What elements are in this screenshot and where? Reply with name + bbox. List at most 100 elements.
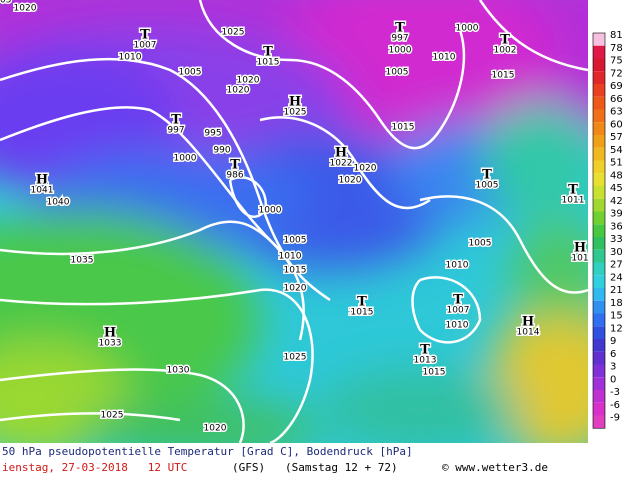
isobar-label: 1015 <box>423 368 446 378</box>
colorbar-label: 18 <box>610 298 623 309</box>
pressure-center-value: 1011 <box>562 196 585 206</box>
colorbar-swatch <box>593 415 605 429</box>
colorbar-swatch <box>593 262 605 276</box>
pressure-center-symbol: T <box>230 158 240 173</box>
colorbar-swatch <box>593 326 605 339</box>
colorbar-label: 24 <box>610 272 623 283</box>
isobar-label: 1000 <box>259 206 282 216</box>
isobar-label: 1040 <box>47 198 70 208</box>
colorbar-label: 51 <box>610 158 623 169</box>
pressure-center-value: 997 <box>167 126 184 136</box>
isobar-label: 1025 <box>284 353 307 363</box>
colorbar-label: 63 <box>610 107 623 118</box>
pressure-center-value: 1013 <box>414 356 437 366</box>
footer-source: © www.wetter3.de <box>442 461 548 474</box>
footer-title: 50 hPa pseudopotentielle Temperatur [Gra… <box>2 445 413 458</box>
pressure-center-symbol: T <box>140 28 150 43</box>
colorbar-label: 36 <box>610 221 623 232</box>
colorbar-label: 72 <box>610 68 623 79</box>
colorbar-swatch <box>593 339 605 352</box>
colorbar-swatch <box>593 33 605 46</box>
colorbar-swatch <box>593 186 605 199</box>
pressure-center-symbol: H <box>36 173 48 188</box>
colorbar-label: 45 <box>610 183 623 194</box>
isobar-label: 1020 <box>284 284 307 294</box>
colorbar-label: 12 <box>610 323 623 334</box>
colorbar-swatch <box>593 224 605 237</box>
pressure-center-symbol: T <box>568 183 578 198</box>
colorbar-label: 39 <box>610 209 623 220</box>
isobar-label: 1025 <box>222 28 245 38</box>
isobar-label: 1020 <box>227 86 250 96</box>
footer-background <box>0 443 640 480</box>
pressure-center-value: 997 <box>391 34 408 44</box>
isobar-label: 1005 <box>469 239 492 249</box>
map-labels: 1020101010051025102010209959901000100010… <box>0 0 590 435</box>
colorbar-swatch <box>593 364 605 378</box>
colorbar-swatch <box>593 402 605 416</box>
pressure-center-value: 1005 <box>476 181 499 191</box>
isobar-label: 1000 <box>456 24 479 34</box>
pressure-center-symbol: H <box>522 315 534 330</box>
isobar-label: 995 <box>204 129 221 139</box>
footer-model: (GFS) <box>232 461 265 474</box>
colorbar-label: 48 <box>610 170 623 181</box>
colorbar-swatch <box>593 237 605 250</box>
colorbar-swatch <box>593 173 605 186</box>
isobar-label: 1020 <box>339 176 362 186</box>
pressure-center-symbol: T <box>482 168 492 183</box>
pressure-center-symbol: H <box>104 326 116 341</box>
pressure-center-value: 1002 <box>494 46 517 56</box>
pressure-center-symbol: H <box>335 146 347 161</box>
isobar-label: 1000 <box>174 154 197 164</box>
isobar-label: 1025 <box>101 411 124 421</box>
colorbar-label: 57 <box>610 132 623 143</box>
colorbar: 8178757269666360575451484542393633302724… <box>592 30 623 429</box>
colorbar-label: 6 <box>610 349 616 360</box>
colorbar-swatch <box>593 313 605 327</box>
isobar-label: 1020 <box>204 424 227 434</box>
pressure-center-value: 1015 <box>257 58 280 68</box>
colorbar-label: -3 <box>610 387 620 398</box>
pressure-center-symbol: T <box>420 343 430 358</box>
isobar-label: 1020 <box>354 164 377 174</box>
colorbar-label: 60 <box>610 119 623 130</box>
colorbar-label: 15 <box>610 311 623 322</box>
colorbar-swatch <box>593 160 605 174</box>
colorbar-swatch <box>593 390 605 403</box>
isobar-label: 1015 <box>284 266 307 276</box>
isobar-label: 1020 <box>237 76 260 86</box>
colorbar-label: 81 <box>610 30 623 41</box>
isobar-label: 1010 <box>349 308 372 318</box>
colorbar-label: 3 <box>610 362 616 373</box>
pressure-center-value: 1041 <box>31 186 54 196</box>
colorbar-label: 30 <box>610 247 623 258</box>
isobar-label: 1035 <box>71 256 94 266</box>
colorbar-label: 9 <box>610 336 616 347</box>
colorbar-swatch <box>593 58 605 72</box>
colorbar-swatch <box>593 122 605 135</box>
pressure-center-value: 986 <box>226 171 243 181</box>
colorbar-swatch <box>593 135 605 148</box>
colorbar-label: 78 <box>610 43 623 54</box>
colorbar-swatch <box>593 377 605 390</box>
colorbar-label: 66 <box>610 94 623 105</box>
pressure-center-value: 101 <box>571 254 588 264</box>
colorbar-swatch <box>593 211 605 225</box>
colorbar-swatch <box>593 71 605 84</box>
footer-date: ienstag, 27-03-2018 12 UTC <box>2 461 187 474</box>
isobar-label: 1010 <box>433 53 456 63</box>
isobars <box>0 0 588 443</box>
isobar-label: 1010 <box>446 261 469 271</box>
pressure-center-symbol: H <box>574 241 586 256</box>
isobar-label: 1015 <box>492 71 515 81</box>
colorbar-label: -9 <box>610 413 620 424</box>
isobar-label: 1030 <box>167 366 190 376</box>
pressure-center-symbol: T <box>263 45 273 60</box>
isobar-label: 1005 <box>284 236 307 246</box>
colorbar-swatch <box>593 275 605 288</box>
pressure-center-value: 1007 <box>447 306 470 316</box>
pressure-center-symbol: T <box>357 295 367 310</box>
pressure-center-value: 1033 <box>99 339 122 349</box>
colorbar-label: 42 <box>610 196 623 207</box>
